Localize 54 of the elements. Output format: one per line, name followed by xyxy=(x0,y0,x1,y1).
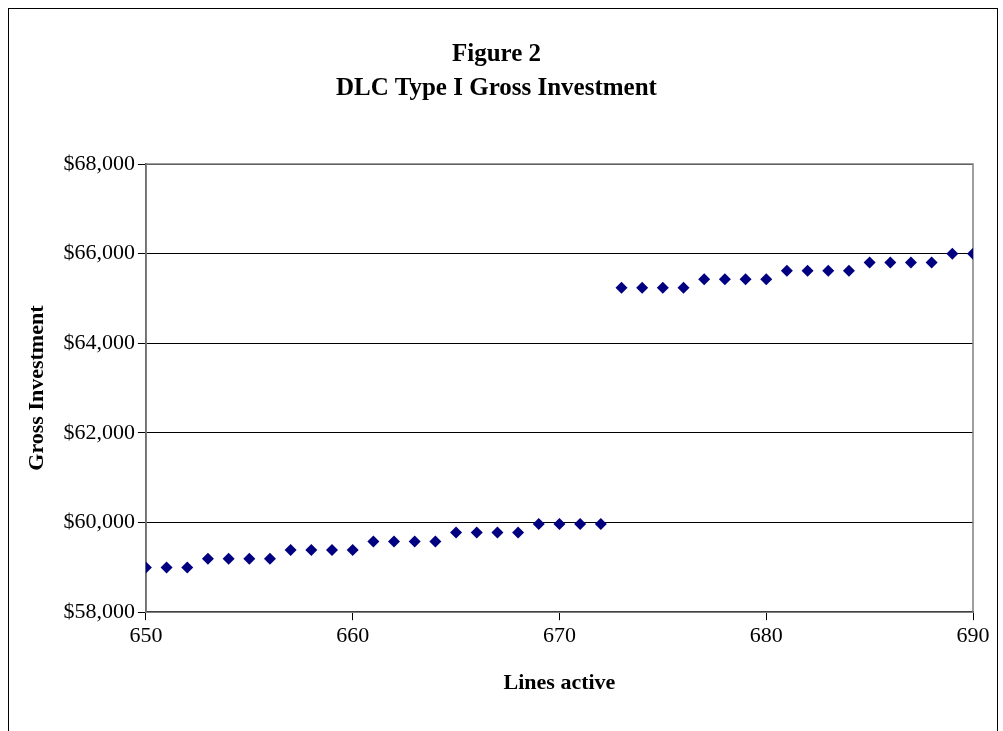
point xyxy=(594,517,607,530)
x-tick-label: 680 xyxy=(749,622,783,648)
point xyxy=(263,552,276,565)
point xyxy=(346,543,359,556)
chart-subtitle: DLC Type I Gross Investment xyxy=(336,73,658,101)
point xyxy=(677,281,690,294)
point xyxy=(181,561,194,574)
point xyxy=(884,256,897,269)
point xyxy=(822,264,835,277)
y-tick-label: $68,000 xyxy=(63,149,135,175)
x-axis-title: Lines active xyxy=(503,669,616,695)
point xyxy=(201,552,214,565)
point xyxy=(780,264,793,277)
point xyxy=(367,535,380,548)
point xyxy=(470,526,483,539)
point xyxy=(222,552,235,565)
y-tick-label: $58,000 xyxy=(63,597,135,623)
point xyxy=(491,526,504,539)
point xyxy=(574,517,587,530)
y-tick-label: $60,000 xyxy=(63,508,135,534)
point xyxy=(739,273,752,286)
y-tick-label: $66,000 xyxy=(63,239,135,265)
point xyxy=(760,273,773,286)
point xyxy=(656,281,669,294)
point xyxy=(243,552,256,565)
point xyxy=(388,535,401,548)
chart-title: Figure 2 xyxy=(451,39,542,67)
point xyxy=(160,561,173,574)
point xyxy=(863,256,876,269)
point xyxy=(326,543,338,556)
point xyxy=(615,281,628,294)
point xyxy=(429,535,442,548)
point xyxy=(553,517,566,530)
point xyxy=(801,264,814,277)
y-tick-label: $64,000 xyxy=(63,329,135,355)
point xyxy=(718,273,731,286)
x-tick-label: 690 xyxy=(956,622,990,648)
point xyxy=(305,543,318,556)
x-tick-label: 650 xyxy=(129,622,163,648)
point xyxy=(532,517,545,530)
point xyxy=(904,256,917,269)
point xyxy=(450,526,463,539)
point xyxy=(636,281,649,294)
point xyxy=(946,247,959,260)
point xyxy=(842,264,855,277)
point xyxy=(698,273,711,286)
point xyxy=(512,526,525,539)
x-tick-label: 660 xyxy=(336,622,370,648)
y-tick-label: $62,000 xyxy=(63,418,135,444)
point xyxy=(925,256,938,269)
x-tick-label: 670 xyxy=(542,622,576,648)
y-axis-title: Gross Investment xyxy=(22,304,48,471)
point xyxy=(284,543,297,556)
point xyxy=(408,535,421,548)
